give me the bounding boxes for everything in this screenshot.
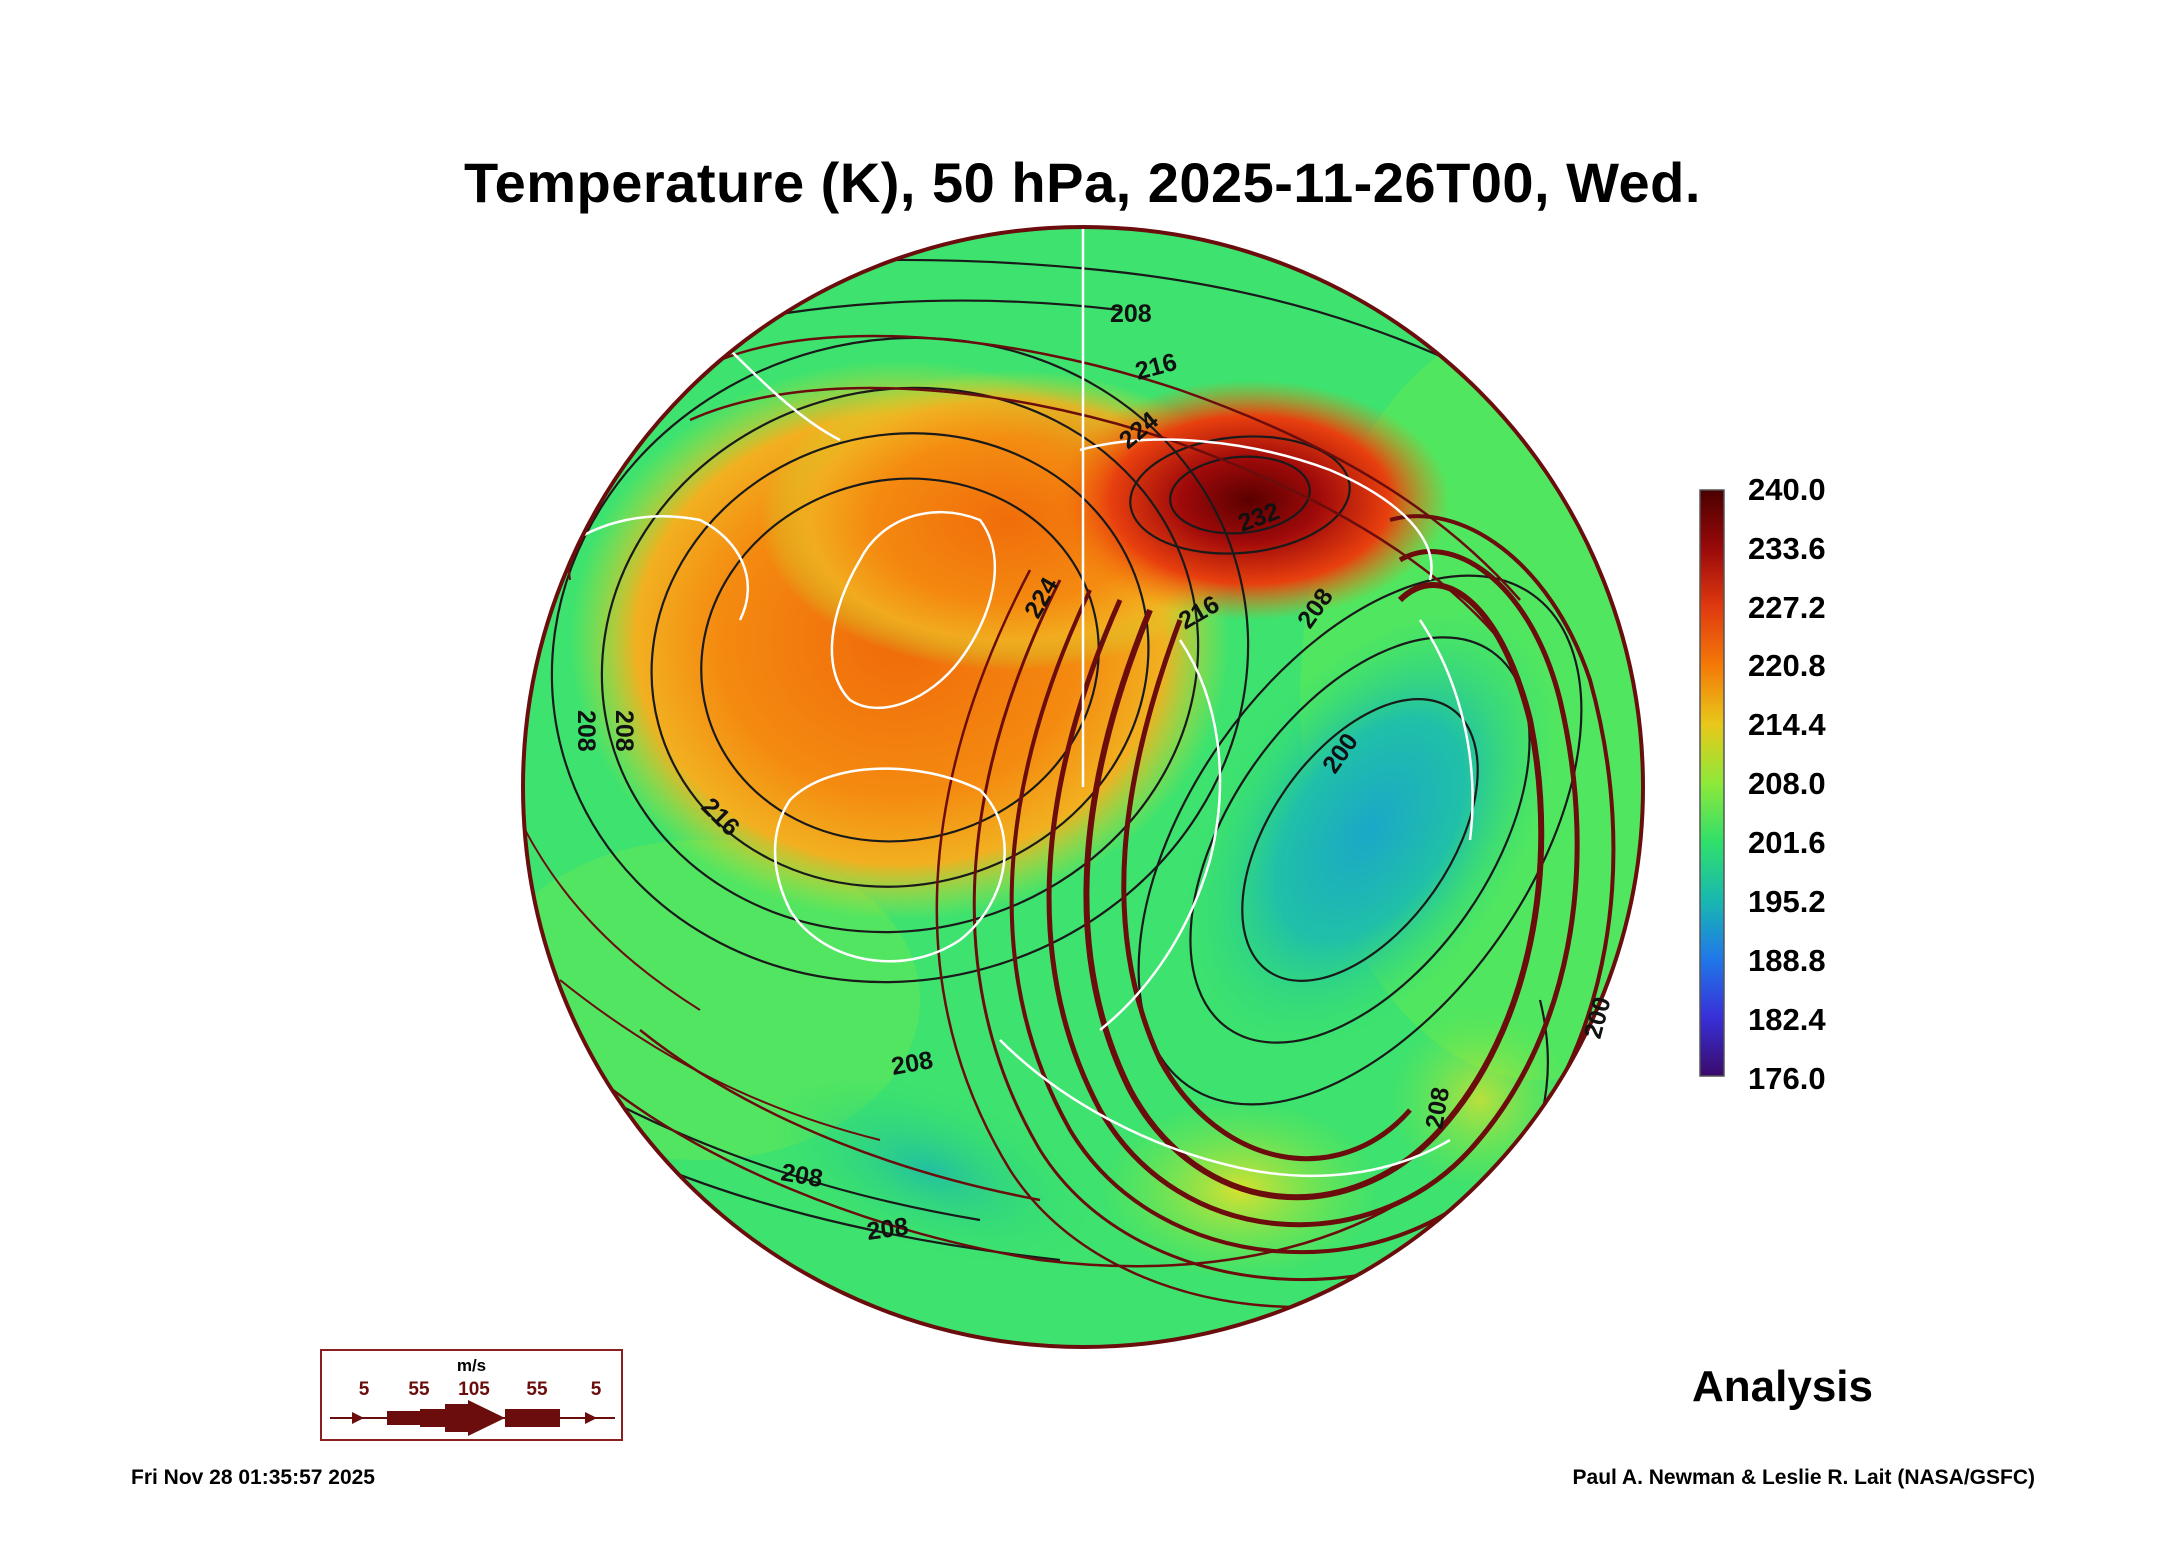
map-title: Temperature (K), 50 hPa, 2025-11-26T00, …: [464, 151, 1701, 214]
colorbar-label: 233.6: [1748, 531, 1826, 566]
legend-tick: 5: [358, 1379, 370, 1400]
temperature-field: [523, 227, 1643, 1347]
colorbar-label: 195.2: [1748, 884, 1826, 919]
contour-label: 208: [572, 710, 600, 752]
contour-label: 208: [1110, 300, 1152, 328]
colorbar-label: 182.4: [1748, 1002, 1826, 1037]
globe-rim: [521, 225, 1645, 1349]
colorbar-label: 214.4: [1748, 707, 1826, 742]
colorbar-label: 227.2: [1748, 590, 1826, 625]
contour-label: 208: [865, 1212, 910, 1246]
legend-tick: 55: [408, 1379, 430, 1400]
colorbar-label: 188.8: [1748, 943, 1826, 978]
timestamp: Fri Nov 28 01:35:57 2025: [131, 1466, 375, 1489]
colorbar-label: 208.0: [1748, 766, 1826, 801]
legend-tick: 105: [458, 1379, 490, 1400]
legend-tick: 55: [526, 1379, 548, 1400]
analysis-label: Analysis: [1692, 1362, 1873, 1411]
coastlines: [559, 339, 1474, 1178]
colorbar-label: 201.6: [1748, 825, 1826, 860]
wind-streamlines: [523, 334, 1616, 1309]
colorbar-label: 240.0: [1748, 472, 1826, 507]
credits: Paul A. Newman & Leslie R. Lait (NASA/GS…: [1572, 1466, 2035, 1489]
contour-label: 208: [610, 710, 638, 752]
colorbar-label: 220.8: [1748, 648, 1826, 683]
temperature-contours: [539, 258, 1583, 1262]
wind-speed-legend: m/s 5 55 105 55 5: [320, 1349, 623, 1441]
colorbar: [1699, 489, 1725, 1077]
wind-speed-legend-arrow: [330, 1400, 615, 1436]
colorbar-label: 176.0: [1748, 1061, 1826, 1096]
legend-unit: m/s: [456, 1356, 487, 1375]
legend-tick: 5: [590, 1379, 602, 1400]
